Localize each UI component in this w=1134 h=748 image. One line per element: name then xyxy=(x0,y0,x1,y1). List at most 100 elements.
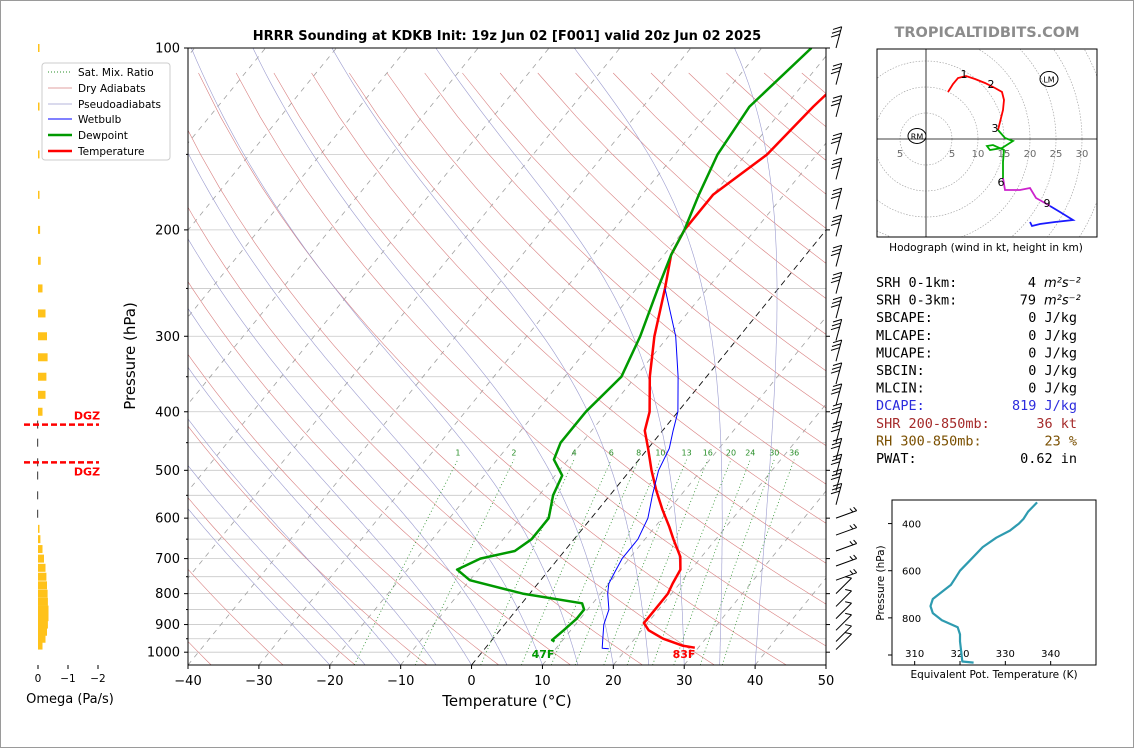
hodo-height-label: 9 xyxy=(1044,197,1051,210)
pseudoadiabat xyxy=(188,238,508,665)
barb-flag xyxy=(832,339,842,344)
x-tick-label: 30 xyxy=(676,674,693,689)
mixing-ratio-line xyxy=(353,459,459,665)
isotherm-line xyxy=(825,664,826,665)
mixing-ratio-line xyxy=(721,459,795,665)
skewt-frame xyxy=(187,47,827,666)
omega-bar xyxy=(38,44,40,52)
wind-barb xyxy=(830,214,843,237)
dry-adiabat xyxy=(763,72,826,128)
p-tick-label: 600 xyxy=(155,512,180,527)
index-value: 79 xyxy=(1020,293,1036,309)
mixing-ratio-label: 24 xyxy=(745,449,755,458)
barb-flag xyxy=(845,576,852,579)
index-value: 23 % xyxy=(1044,433,1077,449)
p-tick-label: 500 xyxy=(155,464,180,479)
p-tick-label: 100 xyxy=(155,42,180,57)
mixing-ratio-line xyxy=(699,459,775,665)
theta-e-y-tick-label: 800 xyxy=(902,614,921,625)
barb-flag xyxy=(831,300,841,304)
barb-staff xyxy=(835,158,843,180)
omega-bar xyxy=(38,353,48,362)
chart-title: HRRR Sounding at KDKB Init: 19z Jun 02 [… xyxy=(253,29,761,44)
index-value: 0 J/kg xyxy=(1028,363,1077,379)
barb-flag xyxy=(853,568,858,573)
barb-flag xyxy=(830,391,840,395)
theta-e-x-tick-label: 330 xyxy=(996,649,1015,660)
barb-flag xyxy=(831,486,841,491)
barb-flag xyxy=(832,271,842,276)
wind-barb xyxy=(830,453,843,476)
omega-bar xyxy=(38,634,46,643)
barb-flag xyxy=(845,601,852,604)
dry-adiabat xyxy=(349,72,826,524)
barb-flag xyxy=(832,383,842,388)
p-tick-label: 900 xyxy=(155,618,180,633)
barb-flag xyxy=(832,437,842,442)
barb-flag xyxy=(832,26,842,30)
mixing-ratio-label: 2 xyxy=(511,449,516,458)
dry-adiabat xyxy=(235,72,826,647)
barb-flag xyxy=(832,318,842,323)
barb-flag xyxy=(830,347,840,351)
barb-staff xyxy=(835,572,857,581)
mixing-ratio-line xyxy=(652,459,732,665)
x-tick-label: −10 xyxy=(387,674,414,689)
barb-flag xyxy=(831,366,841,370)
theta-e-x-tick-label: 320 xyxy=(950,649,969,660)
hodo-ring-label: 30 xyxy=(1076,149,1089,160)
wind-barb xyxy=(835,506,858,519)
barb-staff xyxy=(835,483,843,505)
indices-table: SRH 0-1km: 4 m²s⁻² SRH 0-3km: 79 m²s⁻² SBCAPE:… xyxy=(876,275,1081,467)
dry-adiabat xyxy=(273,72,826,605)
barb-flag xyxy=(830,195,840,199)
mixing-ratio-line xyxy=(414,459,515,665)
barb-staff xyxy=(835,95,843,117)
barb-flag xyxy=(832,420,842,425)
barb-flag xyxy=(831,248,841,253)
wind-barb xyxy=(830,362,843,385)
hodo-rm-label: RM xyxy=(911,133,924,142)
barb-staff xyxy=(835,543,857,552)
theta-e-ylabel: Pressure (hPa) xyxy=(875,545,887,620)
wind-barb xyxy=(835,523,858,536)
barb-flag xyxy=(832,468,842,473)
isotherm-line xyxy=(258,48,763,665)
barb-staff xyxy=(835,403,843,425)
wind-barb xyxy=(830,318,843,341)
hodo-rm-marker xyxy=(907,128,927,144)
barb-staff xyxy=(835,214,843,237)
barb-flag xyxy=(830,461,840,466)
wind-barb xyxy=(830,244,843,267)
wind-barb xyxy=(830,482,843,505)
wind-barbs xyxy=(830,26,858,650)
barb-flag xyxy=(830,33,840,38)
pseudoadiabat xyxy=(574,48,723,665)
barb-flag xyxy=(831,441,841,446)
barb-flag xyxy=(853,554,858,559)
barb-staff xyxy=(835,558,857,567)
mixing-ratio-label: 6 xyxy=(609,449,614,458)
wind-barb xyxy=(830,187,843,210)
barb-flag xyxy=(831,343,841,348)
theta-e-xlabel: Equivalent Pot. Temperature (K) xyxy=(910,669,1077,681)
barb-flag xyxy=(830,428,840,433)
barb-flag xyxy=(831,472,841,477)
y-axis-label: Pressure (hPa) xyxy=(121,302,139,410)
wind-barb xyxy=(835,612,852,631)
index-label: PWAT: xyxy=(876,451,917,467)
skewt-grid xyxy=(188,48,826,665)
omega-bar xyxy=(38,332,47,341)
barb-flag xyxy=(831,275,841,280)
pseudoadiabat xyxy=(188,465,366,665)
barb-flag xyxy=(831,406,841,411)
barb-flag xyxy=(832,157,842,162)
skewt-axes: 1 2 4 6 8 10 13 16 20 24 30 3683F47F100200300400500… xyxy=(147,42,834,690)
barb-flag xyxy=(832,95,842,99)
mixing-ratio-line xyxy=(673,459,751,665)
pseudoadiabat xyxy=(734,48,778,665)
omega-bar xyxy=(38,589,48,598)
barb-staff xyxy=(835,272,843,294)
